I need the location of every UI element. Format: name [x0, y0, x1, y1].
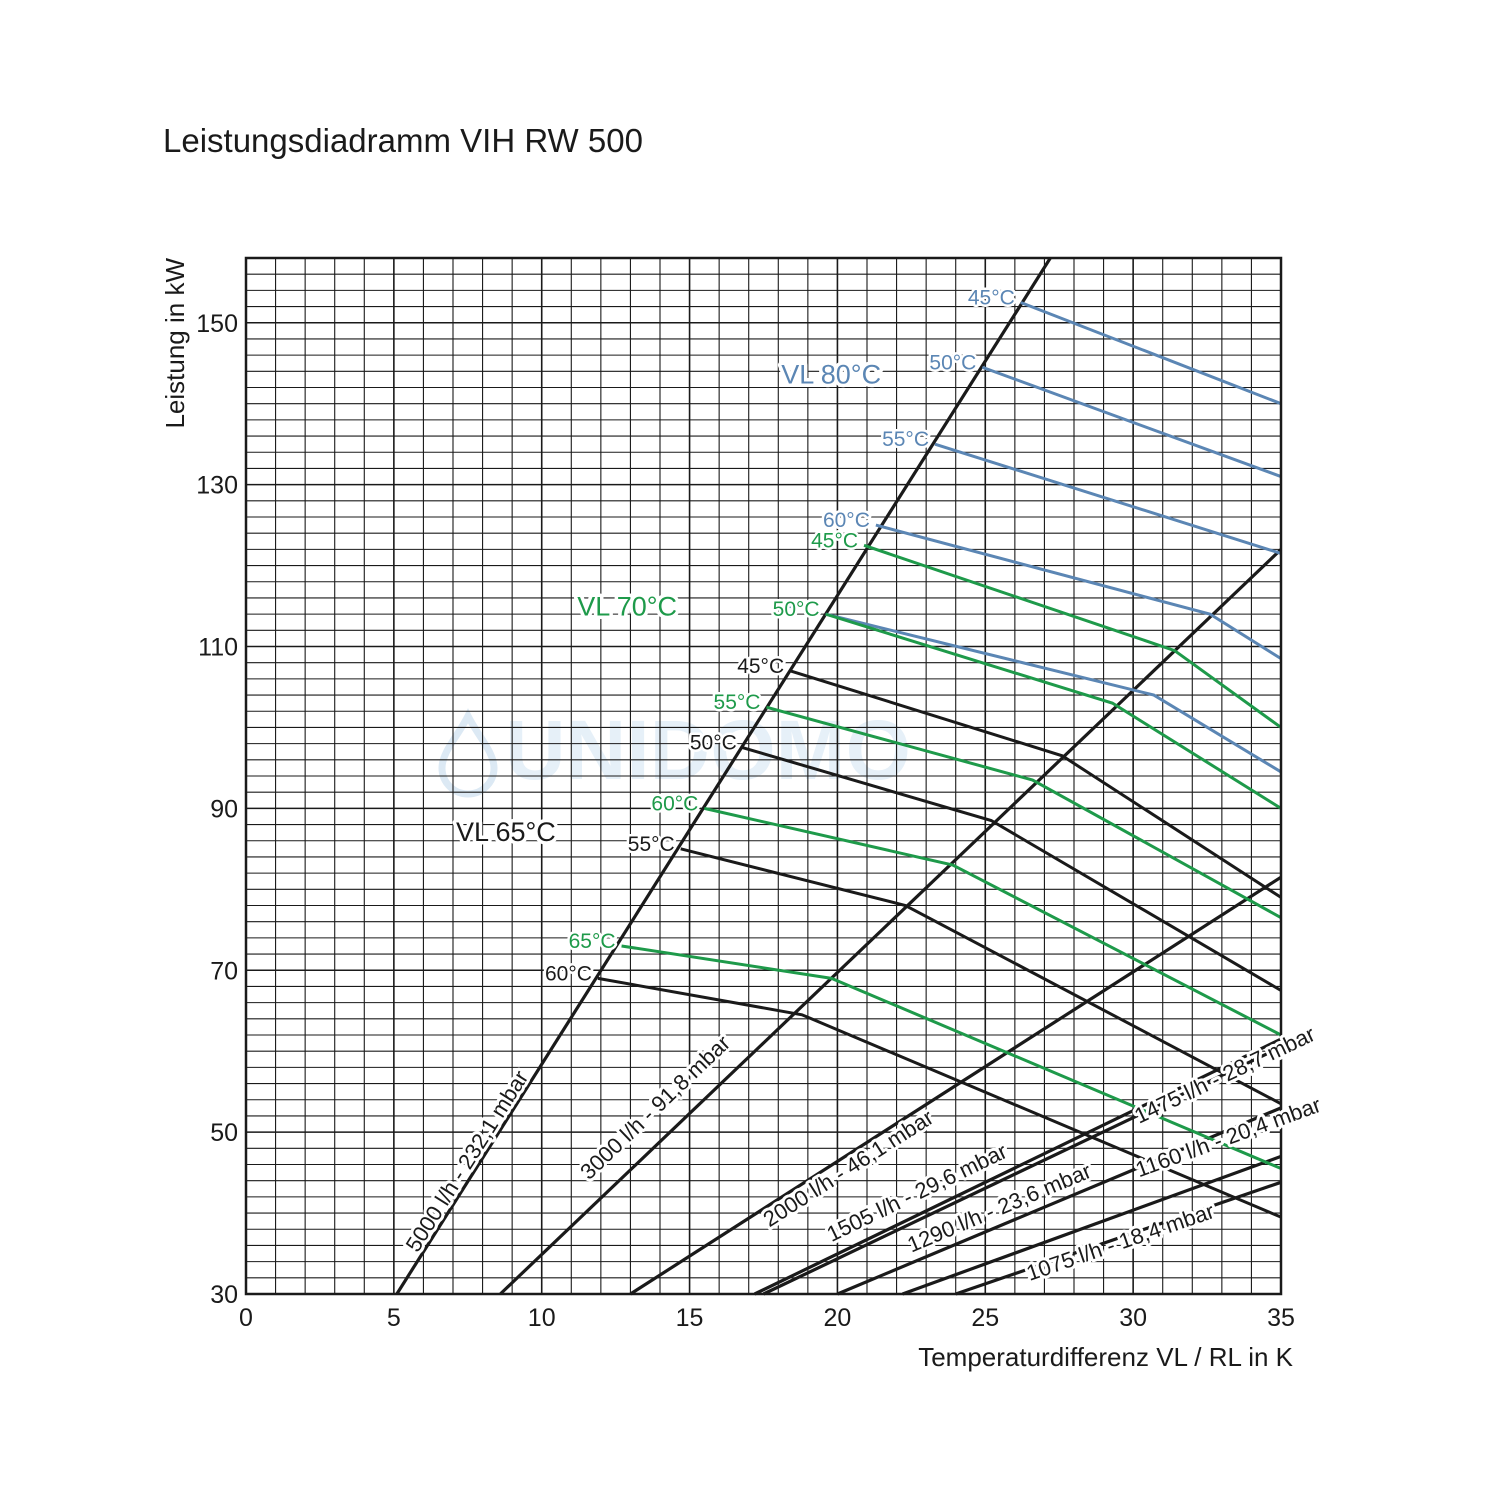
x-tick-label: 5	[387, 1304, 401, 1332]
y-tick-label: 150	[196, 310, 238, 338]
series-label-vl65-45-c: 45°C	[737, 655, 784, 678]
series-label-vl80-50-c: 50°C	[929, 351, 976, 374]
series-vl80-55-c	[934, 442, 1282, 555]
series-label-vl70-45-c: 45°C	[811, 529, 858, 552]
flow-line-1505-l-h-29-6-mbar	[753, 1037, 1282, 1296]
series-vl80-65-c	[825, 612, 1282, 774]
axis-layer: 0 5 10 15 20 25 30 35 30 50 70 90 110 130 150 Temperatu…	[160, 258, 1295, 1372]
series-label-halo: 60°C	[545, 962, 592, 985]
series-vl65-55-c	[680, 847, 1282, 1106]
y-tick-label: 70	[210, 957, 238, 985]
series-vl65-50-c	[742, 746, 1282, 992]
flow-label-1075-l-h-18-4-mbar: 1075 l/h - 18,4 mbar	[1023, 1198, 1217, 1286]
series-label-halo: 50°C	[690, 732, 737, 755]
series-vl80-60-c	[875, 523, 1282, 660]
x-axis-label: Temperaturdifferenz VL / RL in K	[918, 1342, 1293, 1372]
series-vl80-45-c	[1020, 301, 1282, 406]
y-tick-label: 130	[196, 472, 238, 500]
group-label-vl80: VL 80°C	[781, 359, 881, 389]
series-label-vl65-55-c: 55°C	[628, 833, 675, 856]
group-label-halo: VL 70°C	[577, 592, 677, 622]
group-label-halo: VL 80°C	[781, 359, 881, 389]
series-vl70-55-c	[766, 705, 1282, 919]
series-label-vl80-55-c: 55°C	[882, 428, 929, 451]
series-vl65-45-c	[789, 669, 1282, 899]
x-tick-label: 35	[1267, 1304, 1295, 1332]
series-vl65-60-c	[597, 976, 1282, 1219]
series-vl70-50-c	[825, 612, 1282, 810]
series-label-vl70-60-c: 60°C	[651, 792, 698, 815]
series-label-halo: 45°C	[968, 287, 1015, 310]
x-tick-label: 20	[824, 1304, 852, 1332]
series-label-vl80-65-c: 65°C	[773, 598, 820, 621]
y-tick-label: 110	[198, 634, 238, 662]
series-label-halo: 55°C	[628, 833, 675, 856]
series-label-vl65-60-c: 60°C	[545, 962, 592, 985]
group-label-halo: VL 65°C	[456, 817, 556, 847]
series-label-vl70-65-c: 65°C	[569, 930, 616, 953]
x-tick-label: 10	[528, 1304, 556, 1332]
flow-line-1075-l-h-18-4-mbar	[955, 1180, 1282, 1296]
chart-title: Leistungsdiadramm VIH RW 500	[163, 122, 643, 159]
series-label-halo: 65°C	[569, 930, 616, 953]
series-label-halo: 50°C	[773, 598, 820, 621]
grid-layer	[246, 258, 1281, 1294]
flow-line-3000-l-h-91-8-mbar	[499, 548, 1283, 1296]
x-tick-label: 0	[239, 1304, 253, 1332]
group-label-vl65: VL 65°C	[456, 817, 556, 847]
series-label-halo: 45°C	[737, 655, 784, 678]
series-label-vl70-50-c: 50°C	[773, 598, 820, 621]
flow-line-1160-l-h-20-4-mbar	[901, 1154, 1282, 1296]
watermark-drop-icon	[438, 708, 498, 798]
flow-line-5000-l-h-232-1-mbar	[395, 257, 1052, 1295]
series-label-halo: 55°C	[882, 428, 929, 451]
series-label-vl80-60-c: 60°C	[823, 509, 870, 532]
series-label-vl70-55-c: 55°C	[714, 691, 761, 714]
series-label-halo: 60°C	[823, 509, 870, 532]
y-tick-label: 50	[210, 1119, 238, 1147]
temperature-series-layer	[597, 301, 1282, 1219]
series-label-halo: 55°C	[714, 691, 761, 714]
series-vl70-45-c	[863, 543, 1282, 729]
watermark-text: UNIDOMO	[505, 703, 911, 797]
series-vl80-50-c	[981, 365, 1282, 478]
series-label-halo: 50°C	[929, 351, 976, 374]
watermark-layer: UNIDOMO	[438, 703, 911, 798]
flow-label-5000-l-h-232-1-mbar: 5000 l/h - 232,1 mbar	[401, 1066, 534, 1256]
series-label-vl65-50-c: 50°C	[690, 732, 737, 755]
flow-line-1475-l-h-28-7-mbar	[762, 1045, 1282, 1296]
y-axis-label: Leistung in kW	[160, 258, 190, 429]
group-label-vl70: VL 70°C	[577, 592, 677, 622]
x-tick-label: 30	[1119, 1304, 1147, 1332]
flow-line-2000-l-h-46-1-mbar	[629, 875, 1282, 1296]
x-tick-label: 25	[971, 1304, 999, 1332]
plot-frame	[244, 256, 1283, 1296]
series-label-halo: 60°C	[651, 792, 698, 815]
series-label-vl80-45-c: 45°C	[968, 287, 1015, 310]
series-label-halo: 65°C	[773, 598, 820, 621]
series-label-halo: 45°C	[811, 529, 858, 552]
y-tick-label: 90	[210, 795, 238, 823]
flow-label-3000-l-h-91-8-mbar: 3000 l/h - 91,8 mbar	[575, 1030, 735, 1184]
x-tick-label: 15	[676, 1304, 704, 1332]
series-vl70-65-c	[621, 944, 1282, 1170]
series-vl70-60-c	[704, 806, 1282, 1037]
flow-lines-layer	[395, 257, 1283, 1296]
y-tick-label: 30	[210, 1281, 238, 1309]
